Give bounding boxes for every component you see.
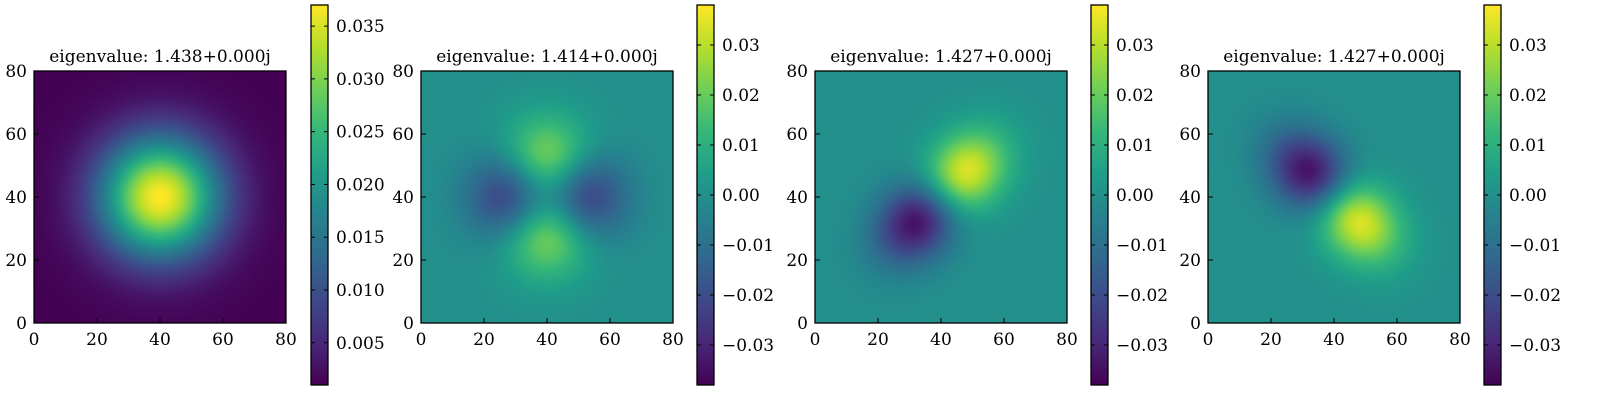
x-tick-label: 60	[599, 330, 621, 350]
y-tick-label: 0	[797, 314, 808, 334]
colorbar-tick-label: −0.03	[1509, 336, 1561, 356]
colorbar-tick-label: 0.01	[1509, 136, 1547, 156]
panel-4: eigenvalue: 1.427+0.000j 0 20 40 60 80 0 20 40 60…	[1179, 4, 1561, 386]
x-tick-label: 40	[536, 330, 558, 350]
colorbar-tick-label: −0.01	[1509, 236, 1561, 256]
colorbar-tick-label: 0.03	[722, 36, 760, 56]
y-tick-label: 40	[5, 188, 27, 208]
x-tick-label: 40	[930, 330, 952, 350]
colorbar: 0.005 0.010 0.015 0.020 0.025 0.030 0.035	[310, 4, 385, 386]
colorbar-tick-label: −0.03	[1116, 336, 1168, 356]
y-tick-label: 60	[392, 125, 414, 145]
colorbar-tick-label: 0.00	[1116, 186, 1154, 206]
panel-2: eigenvalue: 1.414+0.000j 0 20 40 60 80 0 20 40 60…	[392, 4, 774, 386]
colorbar-tick-label: −0.02	[1116, 286, 1168, 306]
colorbar-tick-label: −0.03	[722, 336, 774, 356]
colorbar-tick-label: 0.00	[1509, 186, 1547, 206]
colorbar-tick-label: −0.01	[1116, 236, 1168, 256]
heatmap-image	[34, 71, 286, 323]
y-tick-label: 80	[1179, 62, 1201, 82]
x-tick-label: 60	[212, 330, 234, 350]
colorbar-gradient	[1484, 5, 1501, 385]
x-tick-label: 80	[275, 330, 297, 350]
x-tick-label: 20	[86, 330, 108, 350]
colorbar: −0.03 −0.02 −0.01 0.00 0.01 0.02 0.03	[1090, 4, 1168, 386]
colorbar-tick-label: 0.005	[336, 334, 385, 354]
y-tick-label: 20	[392, 251, 414, 271]
y-tick-label: 80	[786, 62, 808, 82]
y-tick-label: 20	[5, 251, 27, 271]
x-tick-label: 0	[416, 330, 427, 350]
colorbar-tick-label: 0.035	[336, 17, 385, 37]
panel-1: eigenvalue: 1.438+0.000j 0 20 40 60 80 0 20 40 60…	[5, 4, 385, 386]
x-tick-label: 80	[1449, 330, 1471, 350]
y-tick-label: 0	[16, 314, 27, 334]
y-tick-label: 20	[1179, 251, 1201, 271]
colorbar: −0.03 −0.02 −0.01 0.00 0.01 0.02 0.03	[696, 4, 774, 386]
y-tick-label: 0	[1190, 314, 1201, 334]
x-tick-label: 0	[29, 330, 40, 350]
x-tick-label: 20	[1260, 330, 1282, 350]
colorbar-tick-label: 0.025	[336, 123, 385, 143]
y-tick-label: 20	[786, 251, 808, 271]
y-tick-label: 40	[1179, 188, 1201, 208]
colorbar-tick-label: 0.02	[1509, 86, 1547, 106]
y-tick-label: 60	[5, 125, 27, 145]
colorbar-tick-label: 0.020	[336, 175, 385, 195]
heatmap-image	[815, 71, 1067, 323]
colorbar: −0.03 −0.02 −0.01 0.00 0.01 0.02 0.03	[1483, 4, 1561, 386]
colorbar-gradient	[697, 5, 714, 385]
x-tick-label: 0	[810, 330, 821, 350]
panel-title: eigenvalue: 1.438+0.000j	[49, 47, 271, 67]
colorbar-tick-label: 0.02	[722, 86, 760, 106]
heatmap-image	[1208, 71, 1460, 323]
colorbar-tick-label: −0.02	[1509, 286, 1561, 306]
panel-title: eigenvalue: 1.427+0.000j	[1223, 47, 1445, 67]
colorbar-tick-label: 0.00	[722, 186, 760, 206]
y-tick-label: 80	[392, 62, 414, 82]
colorbar-tick-label: −0.02	[722, 286, 774, 306]
x-tick-label: 20	[473, 330, 495, 350]
colorbar-tick-label: 0.030	[336, 70, 385, 90]
y-tick-label: 40	[786, 188, 808, 208]
y-tick-label: 40	[392, 188, 414, 208]
panel-title: eigenvalue: 1.414+0.000j	[436, 47, 658, 67]
colorbar-tick-label: 0.01	[722, 136, 760, 156]
colorbar-tick-label: 0.02	[1116, 86, 1154, 106]
y-tick-label: 60	[786, 125, 808, 145]
x-tick-label: 60	[993, 330, 1015, 350]
x-tick-label: 0	[1203, 330, 1214, 350]
y-tick-label: 80	[5, 62, 27, 82]
colorbar-tick-label: 0.03	[1509, 36, 1547, 56]
panel-3: eigenvalue: 1.427+0.000j 0 20 40 60 80 0 20 40 60…	[786, 4, 1168, 386]
y-tick-label: 0	[403, 314, 414, 334]
y-tick-label: 60	[1179, 125, 1201, 145]
colorbar-tick-label: 0.010	[336, 281, 385, 301]
panel-title: eigenvalue: 1.427+0.000j	[830, 47, 1052, 67]
heatmap-image	[421, 71, 673, 323]
x-tick-label: 80	[662, 330, 684, 350]
x-tick-label: 80	[1056, 330, 1078, 350]
colorbar-tick-label: 0.03	[1116, 36, 1154, 56]
colorbar-tick-label: −0.01	[722, 236, 774, 256]
colorbar-gradient	[311, 5, 328, 385]
x-tick-label: 60	[1386, 330, 1408, 350]
colorbar-tick-label: 0.015	[336, 228, 385, 248]
colorbar-tick-label: 0.01	[1116, 136, 1154, 156]
x-tick-label: 40	[1323, 330, 1345, 350]
colorbar-gradient	[1091, 5, 1108, 385]
x-tick-label: 20	[867, 330, 889, 350]
colorbar-frame	[310, 4, 329, 386]
x-tick-label: 40	[149, 330, 171, 350]
